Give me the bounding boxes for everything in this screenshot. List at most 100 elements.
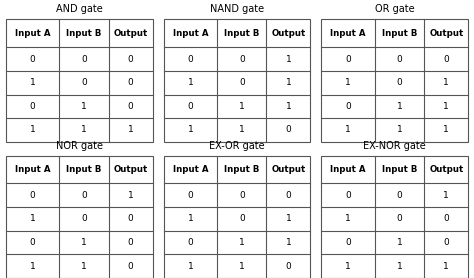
- Text: NAND gate: NAND gate: [210, 4, 264, 14]
- Text: 0: 0: [188, 102, 193, 111]
- Text: 0: 0: [285, 125, 292, 135]
- Text: Input A: Input A: [330, 29, 366, 38]
- Text: 1: 1: [285, 78, 292, 87]
- Text: 0: 0: [128, 238, 134, 247]
- Text: 0: 0: [239, 78, 245, 87]
- Bar: [6, 19, 153, 142]
- Text: 1: 1: [397, 238, 402, 247]
- Text: 0: 0: [346, 102, 351, 111]
- Text: 0: 0: [81, 191, 87, 200]
- Bar: [321, 19, 468, 142]
- Text: NOR gate: NOR gate: [55, 141, 103, 151]
- Text: 1: 1: [81, 125, 87, 135]
- Text: 1: 1: [346, 78, 351, 87]
- Text: 0: 0: [239, 54, 245, 64]
- Text: 0: 0: [397, 78, 402, 87]
- Text: 0: 0: [397, 54, 402, 64]
- Text: AND gate: AND gate: [56, 4, 102, 14]
- Text: 1: 1: [239, 262, 245, 271]
- Text: 1: 1: [285, 102, 292, 111]
- Text: 1: 1: [239, 125, 245, 135]
- Text: 0: 0: [30, 54, 36, 64]
- Text: Output: Output: [113, 29, 148, 38]
- Text: OR gate: OR gate: [375, 4, 415, 14]
- Text: 0: 0: [443, 54, 449, 64]
- Text: 1: 1: [128, 191, 134, 200]
- Text: 1: 1: [285, 238, 292, 247]
- Text: Input B: Input B: [66, 29, 101, 38]
- Text: 1: 1: [397, 262, 402, 271]
- Text: Output: Output: [271, 165, 306, 174]
- Text: 0: 0: [128, 78, 134, 87]
- Text: 0: 0: [128, 262, 134, 271]
- Text: 0: 0: [81, 214, 87, 224]
- Text: 0: 0: [346, 191, 351, 200]
- Text: Input B: Input B: [224, 29, 259, 38]
- Text: 1: 1: [81, 102, 87, 111]
- Text: 1: 1: [239, 238, 245, 247]
- Text: 1: 1: [443, 125, 449, 135]
- Text: 1: 1: [81, 262, 87, 271]
- Bar: [321, 156, 468, 278]
- Text: 0: 0: [285, 262, 292, 271]
- Text: Input A: Input A: [15, 165, 50, 174]
- Bar: [164, 156, 310, 278]
- Bar: [6, 156, 153, 278]
- Text: 0: 0: [285, 191, 292, 200]
- Text: 0: 0: [30, 102, 36, 111]
- Text: 1: 1: [188, 78, 193, 87]
- Text: 1: 1: [30, 214, 36, 224]
- Text: 0: 0: [188, 191, 193, 200]
- Text: 1: 1: [443, 102, 449, 111]
- Text: 1: 1: [346, 262, 351, 271]
- Text: 0: 0: [81, 78, 87, 87]
- Text: Input B: Input B: [224, 165, 259, 174]
- Text: 1: 1: [443, 262, 449, 271]
- Text: 1: 1: [443, 78, 449, 87]
- Text: Output: Output: [271, 29, 306, 38]
- Text: 1: 1: [285, 54, 292, 64]
- Text: 1: 1: [30, 78, 36, 87]
- Text: 0: 0: [346, 54, 351, 64]
- Text: Output: Output: [429, 29, 464, 38]
- Text: 0: 0: [30, 191, 36, 200]
- Bar: [164, 19, 310, 142]
- Text: 1: 1: [30, 262, 36, 271]
- Text: 1: 1: [128, 125, 134, 135]
- Text: 0: 0: [128, 54, 134, 64]
- Text: 0: 0: [30, 238, 36, 247]
- Text: 0: 0: [239, 191, 245, 200]
- Text: 0: 0: [81, 54, 87, 64]
- Text: 1: 1: [239, 102, 245, 111]
- Text: 0: 0: [443, 238, 449, 247]
- Text: Output: Output: [113, 165, 148, 174]
- Text: 1: 1: [397, 125, 402, 135]
- Text: Input B: Input B: [382, 29, 417, 38]
- Text: Output: Output: [429, 165, 464, 174]
- Text: 0: 0: [239, 214, 245, 224]
- Text: 1: 1: [346, 125, 351, 135]
- Text: 0: 0: [128, 102, 134, 111]
- Text: 0: 0: [128, 214, 134, 224]
- Text: 1: 1: [188, 125, 193, 135]
- Text: 0: 0: [346, 238, 351, 247]
- Text: 1: 1: [285, 214, 292, 224]
- Text: EX-NOR gate: EX-NOR gate: [364, 141, 426, 151]
- Text: 0: 0: [188, 54, 193, 64]
- Text: 0: 0: [188, 238, 193, 247]
- Text: 1: 1: [397, 102, 402, 111]
- Text: 1: 1: [188, 262, 193, 271]
- Text: 1: 1: [30, 125, 36, 135]
- Text: 1: 1: [346, 214, 351, 224]
- Text: Input B: Input B: [66, 165, 101, 174]
- Text: 1: 1: [188, 214, 193, 224]
- Text: Input A: Input A: [330, 165, 366, 174]
- Text: Input B: Input B: [382, 165, 417, 174]
- Text: 1: 1: [81, 238, 87, 247]
- Text: 0: 0: [397, 191, 402, 200]
- Text: 0: 0: [397, 214, 402, 224]
- Text: EX-OR gate: EX-OR gate: [209, 141, 265, 151]
- Text: Input A: Input A: [173, 29, 208, 38]
- Text: 0: 0: [443, 214, 449, 224]
- Text: Input A: Input A: [15, 29, 50, 38]
